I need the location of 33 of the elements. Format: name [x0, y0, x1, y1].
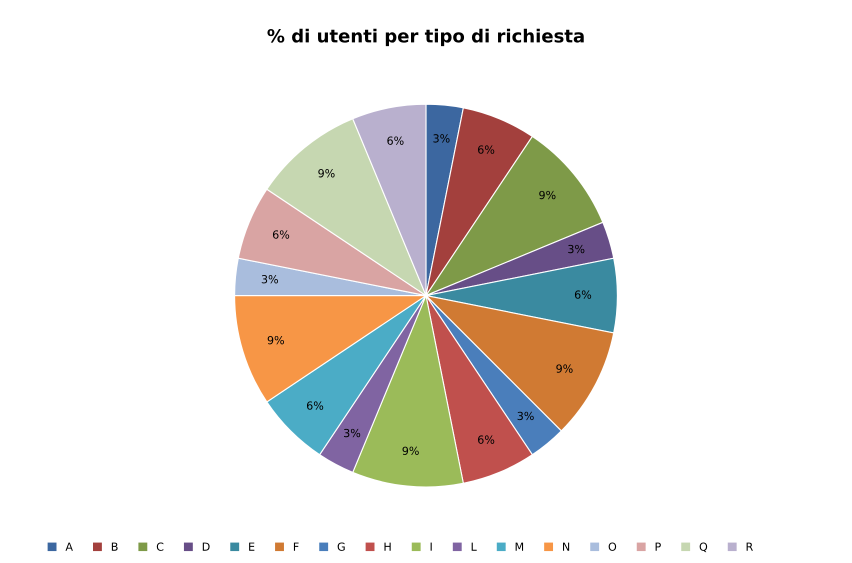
- legend-label: R: [746, 542, 753, 551]
- data-label: 3%: [262, 275, 278, 284]
- legend-label: I: [430, 542, 432, 551]
- data-label: 6%: [387, 136, 404, 145]
- legend-label: C: [156, 542, 164, 551]
- data-label: 3%: [433, 134, 450, 143]
- data-label: 3%: [344, 428, 360, 438]
- legend-label: D: [202, 542, 210, 551]
- legend-label: E: [249, 542, 254, 551]
- legend-label: H: [384, 542, 391, 551]
- legend-label: M: [516, 542, 524, 551]
- legend-label: Q: [700, 542, 708, 552]
- legend-label: A: [65, 542, 73, 551]
- legend-label: G: [338, 542, 345, 551]
- legend-label: L: [472, 542, 477, 551]
- legend-label: B: [112, 542, 118, 551]
- legend-label: O: [608, 542, 616, 551]
- legend-label: F: [294, 542, 299, 551]
- legend-label: N: [563, 542, 570, 551]
- data-label: 6%: [574, 290, 592, 299]
- data-label: 6%: [272, 230, 290, 239]
- data-label: 6%: [306, 401, 324, 410]
- data-label: 9%: [402, 446, 419, 456]
- data-label: 3%: [568, 244, 584, 254]
- legend-label: P: [656, 542, 661, 551]
- data-label: 9%: [318, 169, 335, 178]
- data-label: 3%: [518, 412, 534, 420]
- data-label: 6%: [478, 435, 494, 444]
- chart-title: % di utenti per tipo di richiesta: [267, 28, 584, 46]
- data-label: 9%: [268, 336, 284, 344]
- data-label: 9%: [556, 364, 573, 373]
- data-label: 9%: [539, 190, 556, 200]
- data-label: 6%: [478, 145, 494, 154]
